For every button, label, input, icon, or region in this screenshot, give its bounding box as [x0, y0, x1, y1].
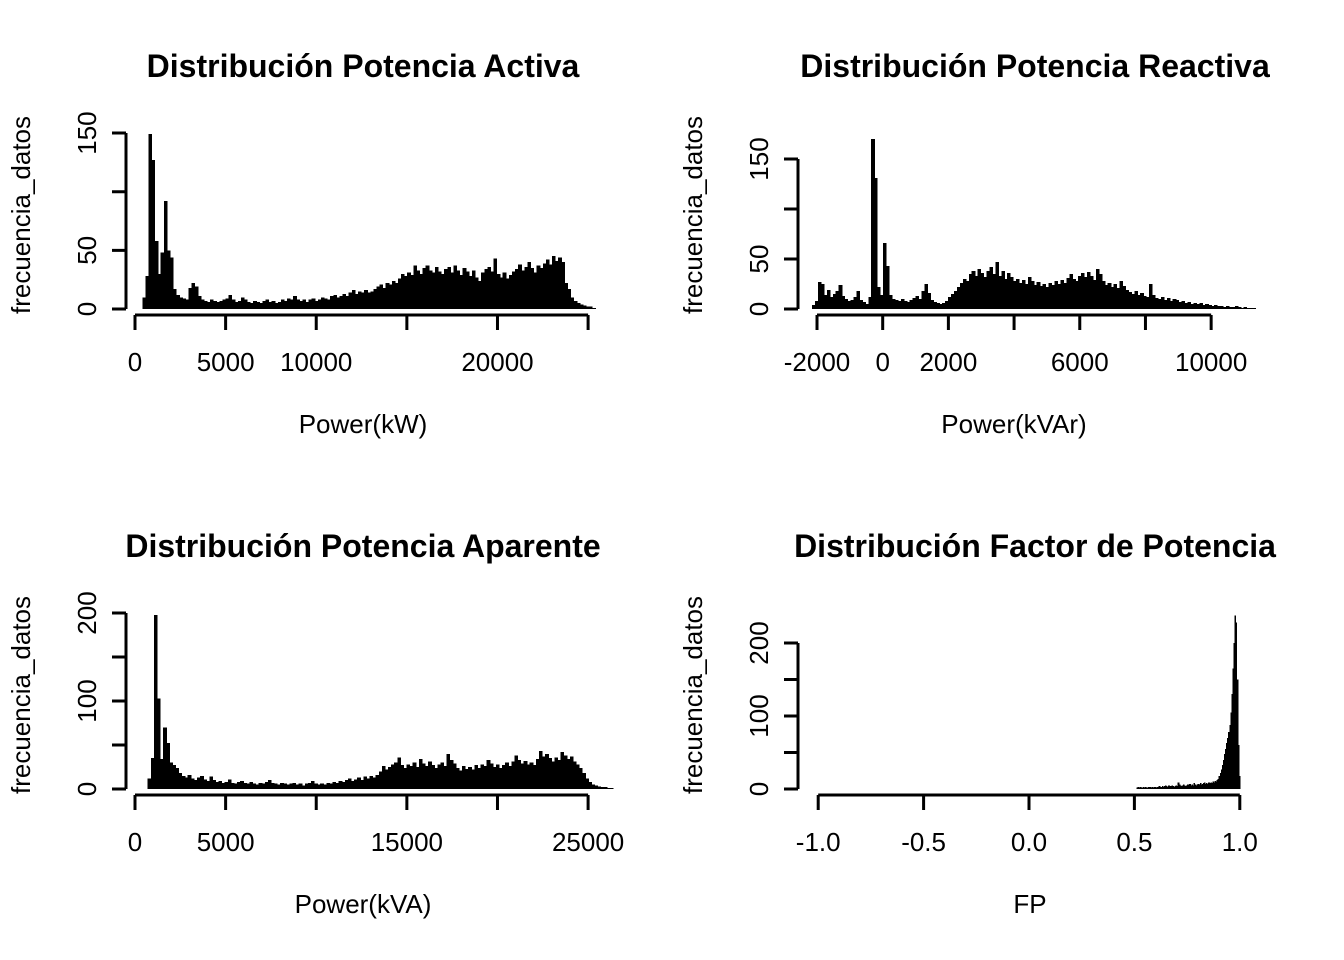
x-tick-label: 20000 [461, 347, 533, 377]
y-axis-label: frecuencia_datos [678, 596, 708, 794]
y-tick-label: 200 [744, 621, 774, 664]
y-tick-label: 150 [744, 137, 774, 180]
chart-title: Distribución Potencia Aparente [125, 528, 600, 564]
x-tick-label: -2000 [784, 347, 851, 377]
panel-potencia-activa: Distribución Potencia Activa frecuencia_… [0, 0, 672, 480]
x-tick-label: 0 [128, 347, 142, 377]
axis-lines [784, 157, 1213, 330]
x-axis-label: FP [1013, 889, 1046, 919]
x-tick-label: 1.0 [1222, 827, 1258, 857]
axis-lines [112, 611, 590, 810]
y-axis-label: frecuencia_datos [678, 116, 708, 314]
y-tick-label: 50 [72, 236, 102, 265]
y-tick-label: 200 [72, 591, 102, 634]
x-tick-label: 15000 [371, 827, 443, 857]
y-tick-label: 0 [744, 782, 774, 796]
axes: 0 5000 15000 25000 0 100 200 [72, 591, 624, 857]
y-tick-label: 0 [72, 782, 102, 796]
x-tick-label: 6000 [1051, 347, 1109, 377]
panel-potencia-aparente: Distribución Potencia Aparente frecuenci… [0, 480, 672, 960]
axis-lines [112, 131, 590, 330]
y-tick-label: 100 [744, 694, 774, 737]
x-axis-label: Power(kVAr) [941, 409, 1086, 439]
chart-title: Distribución Potencia Reactiva [800, 48, 1270, 84]
x-tick-label: 5000 [197, 827, 255, 857]
x-tick-label: 5000 [197, 347, 255, 377]
axes: -1.0 -0.5 0.0 0.5 1.0 0 100 200 [744, 621, 1258, 857]
axes: 0 5000 10000 20000 0 50 150 [72, 111, 590, 377]
x-tick-label: 25000 [552, 827, 624, 857]
y-tick-label: 150 [72, 111, 102, 154]
histogram-bars [142, 134, 596, 309]
panel-potencia-reactiva: Distribución Potencia Reactiva frecuenci… [672, 0, 1344, 480]
y-tick-label: 0 [744, 302, 774, 316]
y-axis-label: frecuencia_datos [6, 116, 36, 314]
x-tick-label: 10000 [1175, 347, 1247, 377]
histogram-bars [147, 614, 614, 789]
x-tick-label: 2000 [919, 347, 977, 377]
x-axis-label: Power(kVA) [295, 889, 432, 919]
x-tick-label: 0 [875, 347, 889, 377]
y-tick-label: 0 [72, 302, 102, 316]
y-tick-label: 100 [72, 679, 102, 722]
x-tick-label: 0.5 [1116, 827, 1152, 857]
x-axis-label: Power(kW) [299, 409, 428, 439]
x-tick-label: 0 [128, 827, 142, 857]
axes: -2000 0 2000 6000 10000 0 50 150 [744, 137, 1247, 377]
x-tick-label: 10000 [280, 347, 352, 377]
x-tick-label: -0.5 [901, 827, 946, 857]
x-tick-label: 0.0 [1011, 827, 1047, 857]
histogram-bars [1136, 615, 1241, 789]
chart-title: Distribución Potencia Activa [147, 48, 580, 84]
y-tick-label: 50 [744, 245, 774, 274]
histogram-bars [812, 139, 1257, 309]
chart-title: Distribución Factor de Potencia [794, 528, 1276, 564]
panel-factor-de-potencia: Distribución Factor de Potencia frecuenc… [672, 480, 1344, 960]
x-tick-label: -1.0 [796, 827, 841, 857]
axis-lines [784, 641, 1242, 810]
y-axis-label: frecuencia_datos [6, 596, 36, 794]
